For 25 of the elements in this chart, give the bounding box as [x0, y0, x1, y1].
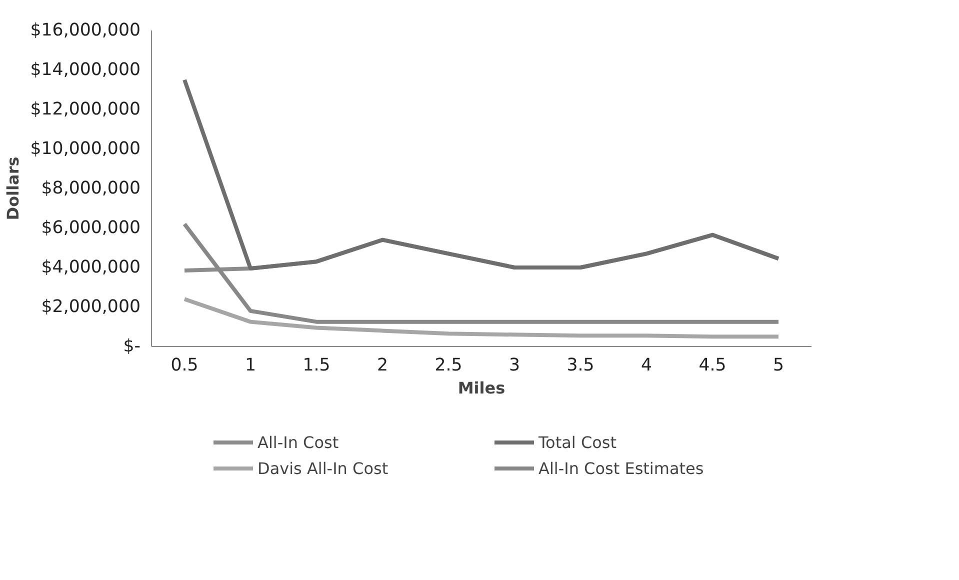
y-tick-label: $4,000,000: [41, 258, 141, 278]
x-axis-title: Miles: [458, 378, 506, 398]
y-axis-title: Dollars: [3, 156, 22, 220]
x-tick-label: 3: [508, 356, 520, 376]
x-tick-label: 0.5: [170, 356, 198, 376]
y-tick-label: $16,000,000: [30, 20, 141, 40]
x-tick-label: 1.5: [302, 356, 330, 376]
y-tick-label: $8,000,000: [41, 178, 141, 198]
legend-label: Total Cost: [538, 432, 618, 452]
legend-label: All-In Cost: [258, 432, 340, 452]
x-tick-label: 2.5: [434, 356, 462, 376]
y-tick-label: $6,000,000: [41, 218, 141, 238]
x-tick-label: 3.5: [566, 356, 594, 376]
y-tick-label: $10,000,000: [30, 139, 141, 159]
x-tick-label: 1: [244, 356, 256, 376]
y-tick-label: $12,000,000: [30, 100, 141, 120]
y-tick-label: $14,000,000: [30, 60, 141, 80]
x-tick-label: 5: [772, 356, 784, 376]
legend-label: All-In Cost Estimates: [538, 458, 705, 478]
x-tick-label: 4: [640, 356, 652, 376]
y-tick-label: $2,000,000: [41, 297, 141, 317]
x-tick-label: 2: [376, 356, 388, 376]
x-tick-label: 4.5: [698, 356, 726, 376]
y-tick-label: $-: [123, 336, 141, 356]
legend-label: Davis All-In Cost: [258, 458, 390, 478]
